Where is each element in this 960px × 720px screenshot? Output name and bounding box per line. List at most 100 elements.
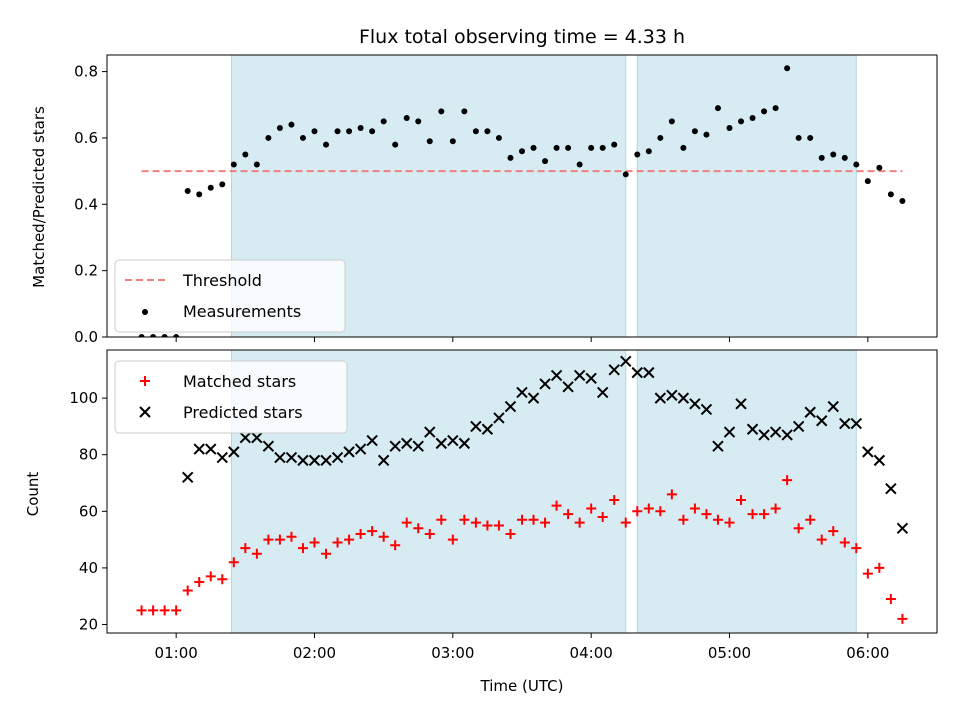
matched-star-point bbox=[194, 577, 205, 588]
measurement-point bbox=[472, 128, 479, 135]
matched-star-point bbox=[747, 509, 758, 520]
predicted-star-point bbox=[308, 454, 321, 467]
measurement-point bbox=[818, 154, 825, 161]
predicted-star-point bbox=[631, 366, 643, 379]
matched-star-point bbox=[459, 514, 470, 525]
measurement-point bbox=[565, 144, 572, 151]
predicted-star-point bbox=[781, 429, 793, 441]
measurement-point bbox=[864, 178, 871, 185]
matched-star-point bbox=[805, 514, 816, 525]
measurement-point bbox=[415, 118, 422, 125]
axes-frame bbox=[106, 54, 938, 338]
measurement-point bbox=[542, 158, 549, 165]
matched-star-point bbox=[148, 605, 159, 616]
predicted-star-point bbox=[620, 355, 632, 368]
predicted-star-point bbox=[723, 426, 736, 438]
x-tick-label: 05:00 bbox=[708, 644, 751, 662]
matched-star-point bbox=[759, 509, 770, 520]
predicted-star-point bbox=[470, 420, 482, 433]
measurement-point bbox=[691, 128, 698, 135]
matched-star-point bbox=[528, 514, 539, 525]
x-tick-label: 02:00 bbox=[293, 644, 336, 662]
measurement-point bbox=[276, 124, 283, 131]
matched-star-point bbox=[540, 517, 551, 528]
matched-star-point bbox=[874, 562, 885, 573]
predicted-star-point bbox=[527, 392, 540, 404]
measurement-point bbox=[334, 128, 341, 135]
matched-star-point bbox=[517, 514, 527, 525]
measurement-point bbox=[507, 154, 514, 161]
predicted-star-point bbox=[654, 392, 667, 404]
predicted-star-point bbox=[816, 415, 828, 427]
matched-star-point bbox=[736, 494, 747, 505]
matched-star-point bbox=[205, 571, 216, 582]
legend: Matched stars Predicted stars bbox=[114, 360, 348, 434]
measurement-point bbox=[841, 154, 848, 161]
matched-star-point bbox=[424, 528, 435, 539]
predicted-star-point bbox=[504, 400, 517, 413]
chart-title: Flux total observing time = 4.33 h bbox=[359, 26, 685, 48]
matched-star-point bbox=[885, 594, 896, 605]
predicted-star-point bbox=[366, 434, 378, 447]
x-tick-label: 03:00 bbox=[431, 644, 474, 662]
y-tick-label: 60 bbox=[79, 502, 98, 520]
matched-star-point bbox=[701, 509, 712, 520]
predicted-star-point bbox=[850, 417, 863, 430]
measurement-point bbox=[680, 144, 687, 151]
measurement-point bbox=[668, 118, 675, 125]
measurement-point bbox=[426, 138, 433, 145]
matched-star-point bbox=[505, 528, 516, 539]
measurement-point bbox=[438, 108, 445, 115]
predicted-star-point bbox=[354, 443, 367, 455]
matched-star-point bbox=[228, 557, 239, 568]
measurement-point bbox=[449, 138, 456, 145]
y-tick-label: 0.2 bbox=[74, 262, 98, 280]
matched-star-point bbox=[862, 568, 873, 579]
legend-label: Threshold bbox=[182, 271, 262, 290]
predicted-star-point bbox=[769, 426, 782, 438]
matched-star-point bbox=[240, 543, 251, 554]
predicted-star-point bbox=[481, 423, 494, 435]
matched-star-point bbox=[632, 506, 643, 517]
y-tick-label: 0.4 bbox=[74, 195, 98, 213]
predicted-star-point bbox=[493, 412, 505, 424]
matched-star-point bbox=[551, 500, 562, 511]
matched-star-point bbox=[297, 543, 308, 554]
predicted-star-point bbox=[458, 437, 471, 450]
matched-star-point bbox=[666, 489, 677, 500]
predicted-star-point bbox=[873, 454, 886, 467]
y-tick-label: 0.6 bbox=[74, 129, 98, 147]
measurement-point bbox=[242, 151, 249, 158]
matched-star-point bbox=[401, 517, 412, 528]
predicted-star-point bbox=[700, 403, 713, 416]
predicted-star-point bbox=[262, 440, 275, 452]
predicted-star-point bbox=[746, 423, 759, 435]
matched-star-point bbox=[413, 523, 424, 534]
x-tick-label: 01:00 bbox=[155, 644, 198, 662]
matched-star-point bbox=[344, 534, 355, 545]
measurement-point bbox=[207, 184, 214, 191]
measurement-point bbox=[346, 128, 353, 135]
measurement-point bbox=[403, 115, 410, 122]
predicted-star-point bbox=[216, 451, 228, 464]
predicted-star-point bbox=[297, 454, 309, 467]
predicted-star-point bbox=[839, 417, 851, 430]
matched-star-point bbox=[563, 509, 574, 520]
matched-star-point bbox=[332, 537, 343, 548]
plot-area bbox=[136, 355, 909, 624]
bottom-y-axis-label: Count bbox=[24, 472, 42, 517]
top-panel: 0.0 0.2 0.4 0.6 0.8 Threshold Measurements bbox=[74, 54, 938, 346]
matched-star-point bbox=[851, 543, 862, 554]
matched-star-point bbox=[839, 537, 850, 548]
y-tick-label: 100 bbox=[69, 389, 98, 407]
predicted-star-point bbox=[239, 432, 252, 444]
matched-star-point bbox=[586, 503, 597, 514]
measurement-point bbox=[726, 124, 733, 131]
predicted-star-point bbox=[389, 440, 401, 452]
measurement-point bbox=[588, 144, 595, 151]
measurement-point bbox=[288, 121, 295, 128]
measurement-point bbox=[495, 134, 502, 141]
predicted-star-point bbox=[343, 446, 355, 458]
measurement-point bbox=[738, 118, 745, 125]
